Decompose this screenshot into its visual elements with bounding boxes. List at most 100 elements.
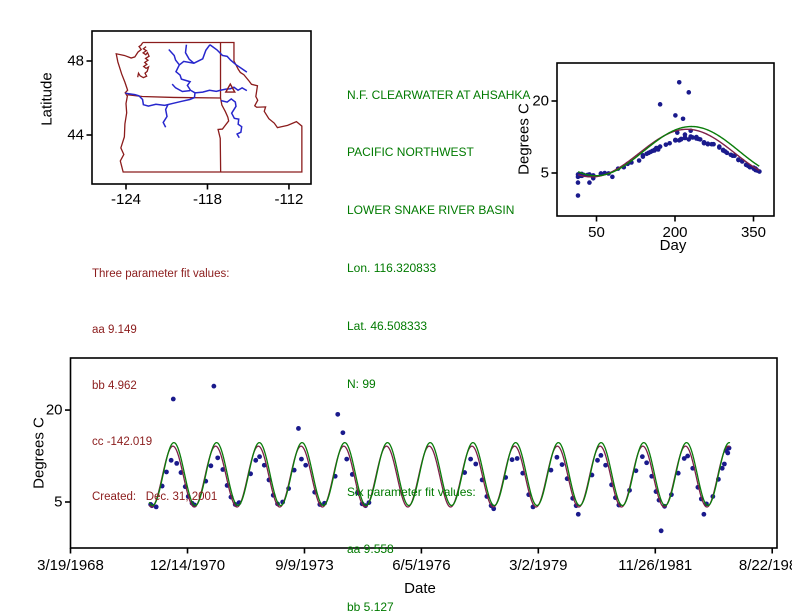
data-point xyxy=(658,528,664,534)
data-point xyxy=(644,151,650,157)
tick-label: 11/26/1981 xyxy=(618,557,693,574)
river xyxy=(209,44,248,73)
seasonal-x-axis-title: Day xyxy=(659,237,687,254)
tick-label: 5 xyxy=(54,493,63,511)
three-param-bb: bb 4.962 xyxy=(92,379,137,392)
data-point xyxy=(701,139,707,145)
data-point xyxy=(675,130,680,135)
data-point xyxy=(215,455,221,461)
data-point xyxy=(473,461,479,467)
data-point xyxy=(548,467,554,473)
data-point xyxy=(676,79,682,85)
data-point xyxy=(509,457,515,463)
data-point xyxy=(344,456,350,462)
data-point xyxy=(681,456,687,461)
data-point xyxy=(747,164,753,170)
data-point xyxy=(678,136,684,142)
data-point xyxy=(468,456,474,462)
state-border xyxy=(137,46,150,79)
data-point xyxy=(491,506,497,512)
river xyxy=(171,83,191,93)
river xyxy=(220,97,243,139)
data-point xyxy=(725,450,731,456)
data-point xyxy=(682,132,688,137)
river xyxy=(184,44,195,64)
tick-label: 20 xyxy=(532,92,549,110)
tick-label: 200 xyxy=(662,224,688,241)
station-latitude: Lat. 46.508333 xyxy=(347,319,428,334)
data-point xyxy=(688,134,693,139)
tick-label: 12/14/1970 xyxy=(149,557,226,574)
data-point xyxy=(299,456,304,462)
data-point xyxy=(253,457,259,463)
data-point xyxy=(598,453,604,458)
data-point xyxy=(335,411,341,417)
state-border xyxy=(127,94,221,99)
six-param-header: Six parameter fit values: xyxy=(347,484,476,499)
spacer xyxy=(347,433,530,444)
data-point xyxy=(168,457,174,463)
data-point xyxy=(719,465,725,471)
data-point xyxy=(657,144,663,149)
state-border xyxy=(115,41,303,173)
tick-label: 5 xyxy=(540,164,549,182)
six-param-bb: bb 5.127 xyxy=(347,600,394,611)
three-param-header: Three parameter fit values: xyxy=(92,268,230,281)
station-marker xyxy=(224,82,236,93)
data-point xyxy=(559,462,565,468)
data-point xyxy=(257,454,262,460)
data-point xyxy=(514,456,520,461)
data-point xyxy=(743,162,749,168)
data-point xyxy=(720,148,726,153)
seasonal-plot xyxy=(575,79,762,198)
data-point xyxy=(673,113,678,118)
fit-curve-six_param xyxy=(577,125,760,177)
fit-curve-six_param xyxy=(148,441,731,507)
data-point xyxy=(663,142,669,147)
data-point xyxy=(648,149,653,155)
data-point xyxy=(675,470,681,476)
data-point xyxy=(673,138,678,143)
tick-label: 48 xyxy=(67,52,84,70)
data-point xyxy=(652,148,657,153)
river xyxy=(194,89,221,94)
timeseries-frame xyxy=(69,357,778,549)
tick-label: 9/9/1973 xyxy=(275,557,334,574)
river xyxy=(220,86,248,92)
station-name: N.F. CLEARWATER AT AHSAHKA xyxy=(347,87,531,102)
three-param-cc: cc -142.019 xyxy=(92,435,153,448)
data-point xyxy=(728,152,734,158)
data-point xyxy=(587,180,592,185)
tick-label: 20 xyxy=(45,401,63,419)
three-param-info-block: Three parameter fit values: aa 9.149 bb … xyxy=(92,228,229,544)
tick-label: -124 xyxy=(110,191,142,208)
station-region: PACIFIC NORTHWEST xyxy=(347,145,474,160)
data-point xyxy=(595,457,600,463)
data-point xyxy=(170,396,176,402)
data-point xyxy=(208,463,214,469)
data-point xyxy=(639,454,645,460)
timeseries-x-axis-title: Date xyxy=(404,580,436,597)
data-point xyxy=(211,383,217,389)
tick-label: 8/22/1984 xyxy=(738,557,792,574)
data-point xyxy=(575,180,581,185)
station-basin: LOWER SNAKE RIVER BASIN xyxy=(347,203,515,218)
map-plot xyxy=(115,41,303,173)
data-point xyxy=(680,116,686,122)
data-point xyxy=(340,430,346,436)
tick-label: 50 xyxy=(588,224,605,241)
seasonal-frame xyxy=(556,62,775,217)
river xyxy=(168,49,180,66)
data-point xyxy=(296,426,301,431)
data-point xyxy=(610,174,615,180)
data-point xyxy=(721,461,727,467)
station-info-block: N.F. CLEARWATER AT AHSAHKA PACIFIC NORTH… xyxy=(347,47,530,611)
tick-label: 350 xyxy=(740,224,766,241)
map-y-axis-title: Latitude xyxy=(38,72,56,126)
data-point xyxy=(644,460,650,466)
data-point xyxy=(709,141,714,147)
tick-label: 3/2/1979 xyxy=(509,557,568,574)
data-point xyxy=(686,90,692,95)
data-point xyxy=(717,144,722,149)
timeseries-plot xyxy=(148,383,732,534)
